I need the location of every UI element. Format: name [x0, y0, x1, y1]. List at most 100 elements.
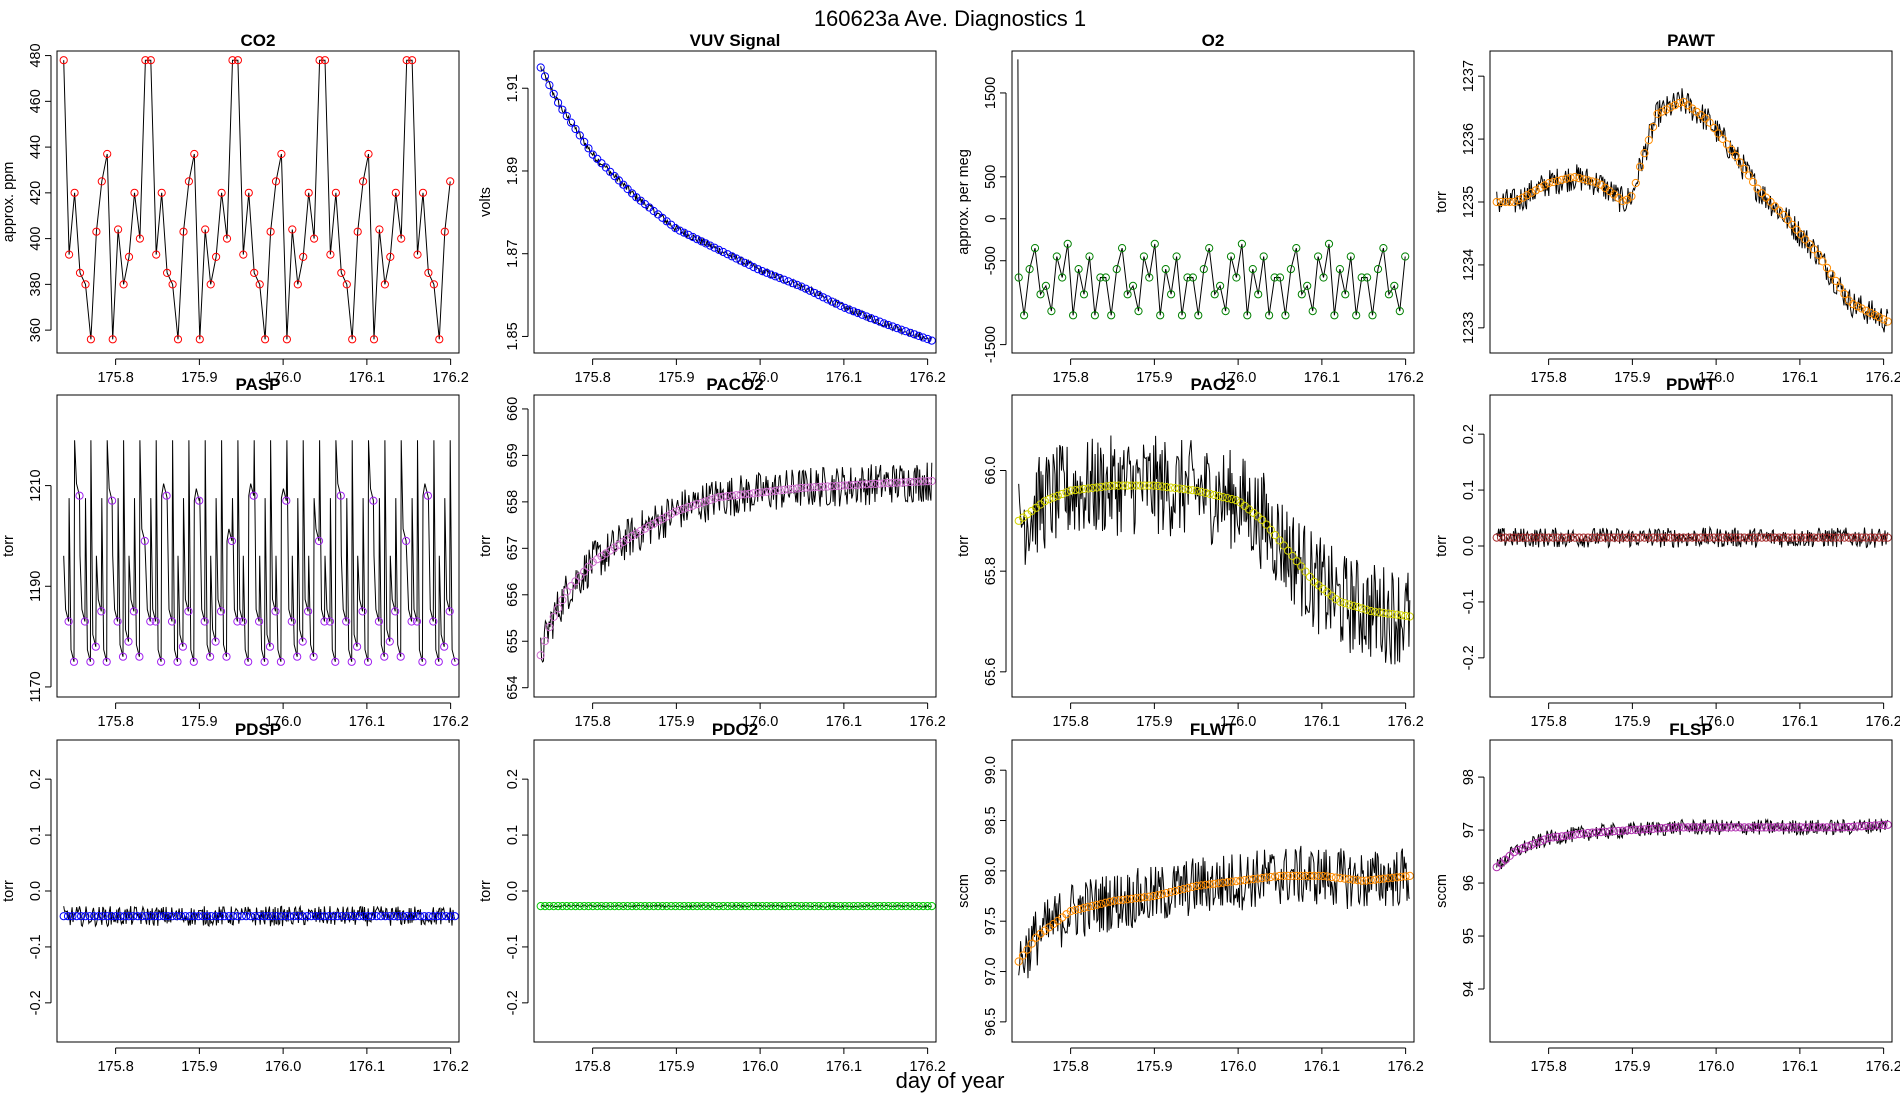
data-point-flsp	[1749, 823, 1758, 832]
data-point-vuv-signal	[540, 72, 550, 81]
y-tick-label-pawt: 1234	[1461, 249, 1477, 281]
x-tick-label-paco2: 176.1	[826, 714, 862, 730]
data-point-vuv-signal	[545, 81, 554, 90]
data-point-co2	[299, 252, 308, 261]
data-point-pdsp	[111, 912, 120, 921]
data-point-vuv-signal	[919, 333, 928, 342]
data-point-co2	[348, 335, 357, 344]
data-point-flsp	[1540, 835, 1549, 844]
data-point-flsp	[1627, 826, 1636, 835]
data-point-pdwt	[1605, 533, 1614, 542]
data-point-pasp	[102, 657, 111, 666]
data-point-vuv-signal	[766, 270, 776, 279]
panel-title-pawt: PAWT	[1667, 31, 1715, 50]
data-point-o2	[1232, 273, 1241, 282]
data-point-pao2	[1101, 482, 1110, 491]
data-point-flsp	[1853, 822, 1862, 831]
data-point-pawt	[1627, 192, 1636, 201]
data-point-vuv-signal	[554, 98, 563, 107]
y-tick-label-pdsp: -0.2	[28, 990, 44, 1015]
data-point-pdo2	[575, 902, 584, 911]
data-point-flsp	[1588, 828, 1597, 837]
data-point-flsp	[1809, 823, 1819, 832]
y-tick-label-flsp: 95	[1461, 928, 1477, 944]
data-point-flsp	[1531, 839, 1540, 848]
panel-title-pdo2: PDO2	[712, 720, 758, 739]
data-point-pdwt	[1592, 533, 1601, 542]
data-point-co2	[233, 56, 242, 65]
series-line-pdwt	[1496, 525, 1889, 549]
data-point-o2	[1183, 273, 1192, 282]
data-point-vuv-signal	[884, 320, 893, 330]
data-point-pdsp	[324, 912, 333, 921]
data-point-pdsp	[176, 912, 186, 921]
data-point-co2	[353, 227, 362, 236]
data-point-pawt	[1814, 250, 1823, 259]
data-point-paco2	[892, 478, 902, 487]
data-point-pawt	[1835, 283, 1845, 292]
data-point-co2	[320, 56, 330, 65]
data-point-pdo2	[632, 902, 641, 911]
data-point-vuv-signal	[701, 239, 710, 248]
data-point-pasp	[195, 496, 204, 505]
data-point-o2	[1112, 265, 1121, 274]
data-point-paco2	[866, 480, 876, 489]
data-point-pasp	[173, 657, 182, 666]
data-point-flwt	[1188, 882, 1197, 892]
x-tick-label-pdo2: 176.0	[742, 1059, 778, 1075]
data-point-pao2	[1214, 491, 1223, 501]
data-point-o2	[1210, 290, 1219, 299]
data-point-flsp	[1514, 845, 1523, 855]
data-point-flsp	[1623, 826, 1632, 835]
data-point-co2	[266, 227, 275, 236]
data-point-pdo2	[719, 902, 728, 911]
data-point-pdo2	[884, 902, 893, 911]
data-point-paco2	[862, 480, 871, 489]
data-point-pdo2	[879, 902, 889, 911]
data-point-flwt	[1223, 878, 1232, 887]
y-tick-label-pdsp: -0.1	[28, 934, 44, 959]
data-point-pawt	[1853, 302, 1862, 311]
data-point-co2	[103, 149, 112, 159]
data-point-pdwt	[1844, 533, 1853, 542]
data-point-vuv-signal	[879, 319, 889, 328]
data-point-flwt	[1271, 872, 1280, 881]
x-tick-label-co2: 176.0	[265, 370, 301, 386]
data-point-pawt	[1783, 215, 1793, 224]
data-point-pdo2	[758, 902, 767, 911]
data-point-pasp	[227, 536, 236, 546]
data-point-flsp	[1827, 823, 1836, 832]
y-tick-label-flsp: 96	[1461, 875, 1477, 891]
data-point-pao2	[1058, 489, 1067, 499]
data-point-pdo2	[836, 902, 845, 911]
data-point-pao2	[1049, 493, 1058, 502]
data-point-pawt	[1775, 206, 1784, 215]
data-point-pao2	[1288, 551, 1297, 561]
data-point-paco2	[910, 477, 919, 486]
data-point-vuv-signal	[606, 167, 615, 176]
data-point-vuv-signal	[910, 330, 919, 339]
plot-frame-vuv-signal	[533, 50, 937, 354]
data-point-paco2	[688, 501, 697, 510]
data-point-pao2	[1171, 484, 1180, 493]
data-point-flsp	[1753, 823, 1762, 832]
data-point-pdsp	[359, 912, 368, 921]
data-point-pdo2	[823, 902, 832, 911]
data-point-co2	[435, 335, 444, 344]
data-point-pasp	[178, 642, 187, 651]
data-point-o2	[1270, 273, 1279, 282]
data-point-pdwt	[1583, 533, 1593, 542]
data-point-pdsp	[163, 912, 173, 921]
y-tick-label-flwt: 97.0	[983, 957, 999, 985]
data-point-flwt	[1092, 900, 1102, 909]
data-point-pdsp	[294, 912, 303, 921]
data-point-pdwt	[1770, 533, 1779, 542]
data-point-pawt	[1553, 176, 1562, 185]
data-point-vuv-signal	[610, 172, 619, 181]
data-point-paco2	[784, 485, 793, 494]
data-point-flsp	[1805, 823, 1814, 832]
y-axis-label-flwt: sccm	[956, 874, 972, 908]
x-tick-label-pdsp: 176.0	[265, 1059, 301, 1075]
data-point-pawt	[1749, 177, 1758, 187]
data-point-paco2	[649, 519, 658, 528]
